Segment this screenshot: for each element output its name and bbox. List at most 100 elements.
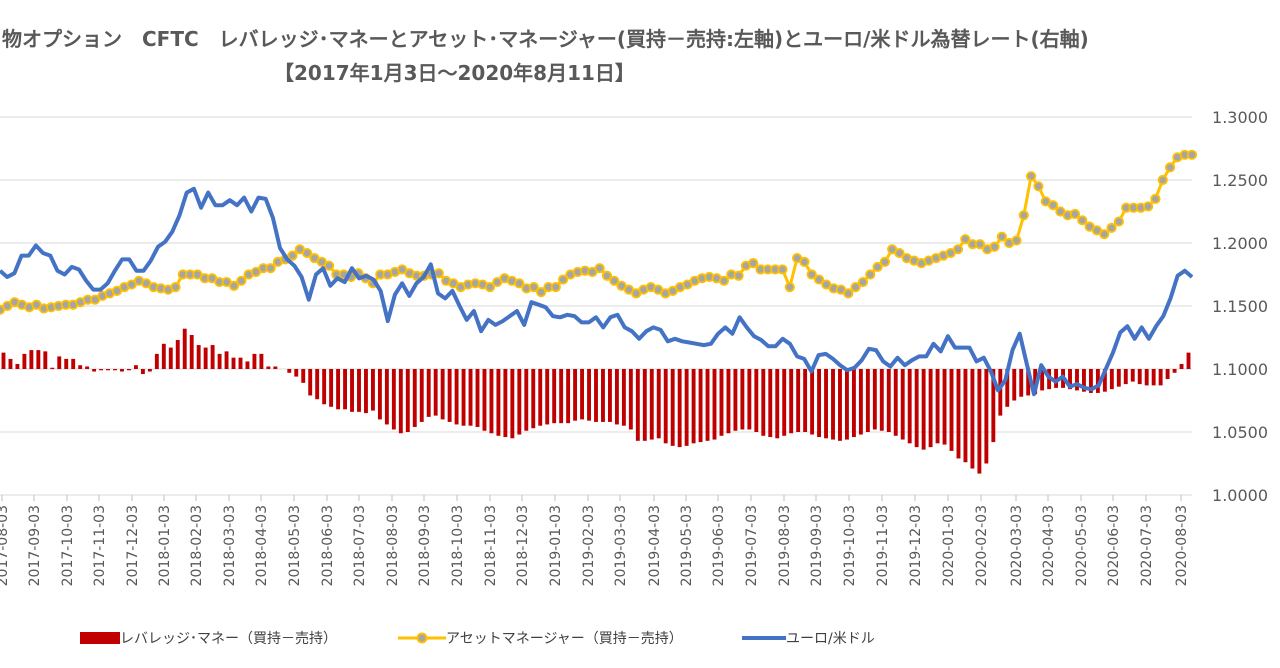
bar-leveraged — [203, 347, 208, 369]
asset-manager-marker — [989, 241, 1000, 252]
asset-manager-marker — [799, 256, 810, 267]
bar-leveraged — [127, 369, 131, 371]
bar-leveraged — [1102, 369, 1107, 392]
bar-leveraged — [768, 369, 773, 438]
bar-leveraged — [921, 369, 926, 450]
bar-leveraged — [1005, 369, 1010, 407]
bar-leveraged — [50, 367, 55, 369]
asset-manager-marker — [170, 281, 181, 293]
bar-leveraged — [524, 369, 529, 431]
y-tick-label: 1.2000 — [1212, 234, 1268, 253]
asset-manager-marker — [302, 247, 313, 259]
bar-leveraged — [1, 352, 6, 369]
bar-leveraged — [677, 369, 682, 448]
asset-manager-marker — [996, 231, 1007, 242]
bar-leveraged — [621, 369, 626, 426]
asset-manager-marker — [514, 278, 525, 289]
bar-leveraged — [384, 369, 389, 425]
asset-manager-marker — [733, 270, 744, 281]
bar-leveraged — [503, 369, 508, 438]
asset-manager-marker — [1026, 171, 1037, 182]
bar-leveraged — [858, 369, 863, 435]
asset-manager-marker — [236, 275, 247, 286]
x-tick-label: 2019-11-03 — [875, 505, 891, 586]
x-tick-label: 2018-09-03 — [417, 505, 433, 586]
asset-manager-marker — [1033, 181, 1044, 192]
x-tick-label: 2020-08-03 — [1174, 505, 1190, 586]
bar-leveraged — [942, 369, 947, 445]
x-tick-label: 2018-08-03 — [385, 505, 401, 586]
y-tick-label: 1.3000 — [1212, 108, 1268, 127]
right-axis-ticks: 1.3000 1.2500 1.2000 1.1500 1.1000 1.0500 1.00… — [1212, 108, 1268, 505]
bar-leveraged — [426, 369, 431, 417]
asset-manager-marker — [550, 281, 561, 293]
bar-leveraged — [489, 369, 494, 434]
bar-leveraged — [573, 369, 578, 421]
bar-leveraged — [343, 369, 348, 410]
bar-leveraged — [196, 345, 201, 369]
bar-leveraged — [308, 369, 313, 396]
bar-leveraged — [475, 369, 480, 427]
bar-leveraged — [1165, 369, 1170, 380]
bar-leveraged — [336, 369, 341, 410]
bar-leveraged — [454, 369, 459, 425]
bar-leveraged — [566, 369, 571, 424]
asset-manager-marker — [609, 275, 620, 286]
asset-manager-marker — [952, 244, 964, 255]
asset-manager-marker — [1106, 222, 1117, 233]
y-tick-label: 1.0000 — [1212, 486, 1268, 505]
bar-leveraged — [412, 369, 417, 427]
bar-leveraged — [1172, 369, 1177, 373]
asset-manager-marker — [484, 281, 496, 293]
bar-leveraged — [907, 369, 912, 444]
bar-leveraged — [78, 365, 83, 369]
asset-manager-marker — [1113, 216, 1124, 227]
eurusd-line — [0, 186, 1194, 397]
bar-leveraged — [182, 328, 187, 369]
bar-leveraged — [99, 369, 104, 371]
bar-leveraged — [684, 369, 689, 446]
x-tick-label: 2020-06-03 — [1106, 505, 1122, 586]
bar-leveraged — [64, 358, 69, 369]
bar-leveraged — [36, 350, 41, 369]
bar-leveraged — [377, 369, 382, 420]
x-tick-label: 2017-11-03 — [92, 505, 108, 586]
bar-leveraged — [217, 353, 222, 369]
bar-leveraged — [607, 369, 612, 422]
legend-swatch-asset-marker — [416, 632, 428, 644]
bar-leveraged — [133, 365, 138, 369]
x-tick-label: 2017-09-03 — [27, 505, 43, 586]
x-tick-label: 2019-07-03 — [744, 505, 760, 586]
bar-leveraged — [224, 351, 229, 369]
bar-leveraged — [259, 353, 264, 369]
bar-leveraged — [642, 369, 647, 441]
bar-leveraged — [1109, 369, 1114, 390]
asset-manager-marker — [536, 287, 547, 298]
bar-leveraged — [628, 369, 633, 430]
bar-leveraged — [914, 369, 919, 448]
bar-leveraged — [893, 369, 898, 436]
bar-leveraged — [364, 369, 368, 414]
x-tick-label: 2019-09-03 — [809, 505, 825, 586]
bar-leveraged — [712, 369, 717, 440]
x-tick-label: 2017-08-03 — [0, 505, 11, 586]
asset-manager-marker — [813, 274, 825, 285]
bar-leveraged — [168, 347, 173, 369]
bar-leveraged — [1158, 369, 1163, 386]
bar-leveraged — [15, 363, 20, 369]
x-tick-label: 2020-04-03 — [1041, 505, 1057, 586]
asset-manager-marker — [806, 269, 817, 280]
x-tick-label: 2018-04-03 — [254, 505, 270, 586]
bar-leveraged — [865, 369, 870, 432]
asset-manager-marker — [323, 260, 335, 271]
bar-leveraged — [1137, 369, 1142, 385]
asset-manager-marker — [1150, 193, 1161, 204]
asset-manager-marker — [718, 275, 730, 286]
bar-leveraged — [691, 369, 696, 444]
x-tick-label: 2019-10-03 — [842, 505, 858, 586]
x-tick-label: 2019-04-03 — [647, 505, 663, 586]
bar-leveraged — [433, 369, 438, 416]
bar-leveraged — [350, 369, 354, 412]
x-tick-label: 2018-12-03 — [515, 505, 531, 586]
